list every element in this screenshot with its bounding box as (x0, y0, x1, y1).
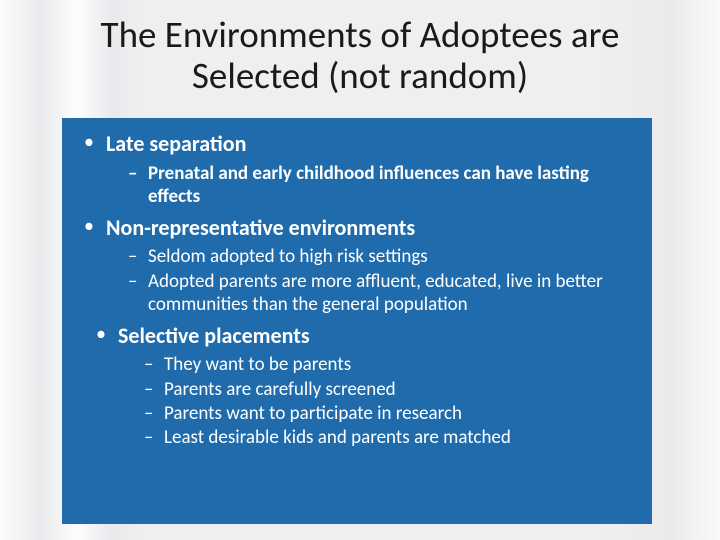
dash-icon: – (144, 426, 153, 449)
sub-item: – Parents are carefully screened (144, 378, 634, 401)
sub-item: – Least desirable kids and parents are m… (144, 426, 634, 449)
bullet-icon: • (84, 214, 94, 239)
sub-item: – Seldom adopted to high risk settings (128, 245, 634, 268)
sub-list: – They want to be parents – Parents are … (118, 353, 634, 449)
sub-item: – Prenatal and early childhood influence… (128, 162, 634, 208)
content-panel: • Late separation – Prenatal and early c… (62, 118, 652, 524)
dash-icon: – (144, 353, 153, 376)
dash-icon: – (128, 270, 137, 293)
item-label: Late separation (106, 130, 246, 157)
dash-icon: – (128, 162, 137, 185)
item-label: Selective placements (118, 322, 310, 349)
dash-icon: – (144, 402, 153, 425)
sub-list: – Prenatal and early childhood influence… (106, 162, 634, 208)
sub-item-text: Parents are carefully screened (164, 378, 396, 401)
item-label: Non-representative environments (106, 214, 415, 241)
sub-item: – Adopted parents are more affluent, edu… (128, 270, 634, 316)
list-item: • Selective placements – They want to be… (92, 322, 634, 449)
sub-item-text: Parents want to participate in research (164, 402, 462, 425)
bullet-icon: • (96, 322, 106, 347)
list-item: • Late separation – Prenatal and early c… (80, 130, 634, 208)
sub-item-text: Seldom adopted to high risk settings (148, 245, 428, 268)
sub-item-text: They want to be parents (164, 353, 351, 376)
sub-list: – Seldom adopted to high risk settings –… (106, 245, 634, 316)
slide: The Environments of Adoptees are Selecte… (0, 0, 720, 540)
dash-icon: – (144, 378, 153, 401)
sub-item-text: Least desirable kids and parents are mat… (164, 426, 511, 449)
sub-item: – They want to be parents (144, 353, 634, 376)
sub-item-text: Adopted parents are more affluent, educa… (148, 270, 603, 316)
list-item: • Non-representative environments – Seld… (80, 214, 634, 316)
sub-item: – Parents want to participate in researc… (144, 402, 634, 425)
slide-title: The Environments of Adoptees are Selecte… (0, 0, 720, 101)
dash-icon: – (128, 245, 137, 268)
bullet-list: • Late separation – Prenatal and early c… (80, 130, 634, 449)
bullet-icon: • (84, 130, 94, 155)
sub-item-text: Prenatal and early childhood influences … (148, 162, 589, 208)
